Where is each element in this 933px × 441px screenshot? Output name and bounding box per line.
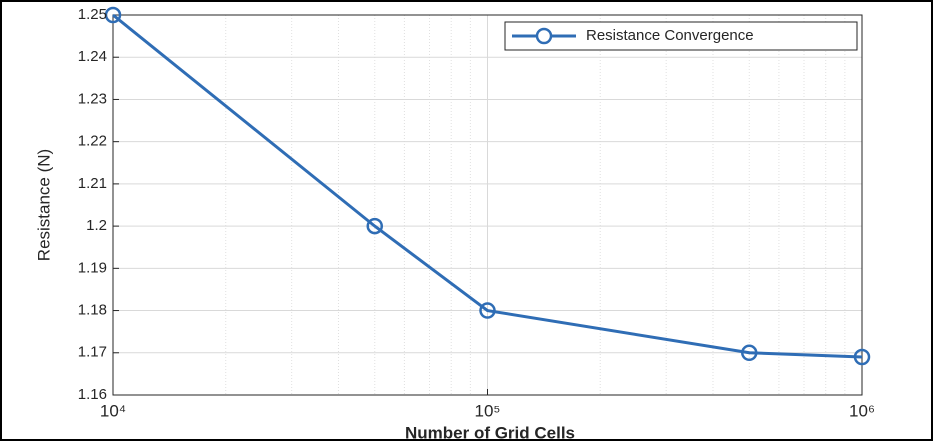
y-tick-label: 1.2 — [86, 217, 107, 234]
y-axis-label: Resistance (N) — [34, 149, 53, 261]
plot-area — [112, 14, 863, 396]
y-tick-label: 1.19 — [78, 259, 107, 276]
legend-label: Resistance Convergence — [586, 27, 754, 44]
legend-marker — [535, 27, 553, 45]
y-tick-label: 1.17 — [78, 344, 107, 361]
x-axis-label: Number of Grid Cells — [405, 423, 575, 441]
data-point — [366, 217, 384, 235]
x-tick-label: 10⁴ — [100, 401, 126, 420]
data-line — [112, 13, 863, 359]
x-tick-label: 10⁵ — [475, 401, 501, 420]
data-point — [479, 302, 496, 319]
x-tick-label: 10⁶ — [849, 401, 875, 420]
data-point — [104, 6, 122, 24]
y-tick-label: 1.21 — [78, 175, 107, 192]
data-point — [741, 344, 758, 362]
y-tick-label: 1.25 — [78, 6, 107, 23]
y-tick-label: 1.24 — [78, 48, 107, 65]
y-tick-label: 1.23 — [78, 90, 107, 107]
y-tick-label: 1.22 — [78, 133, 107, 150]
y-tick-label: 1.18 — [78, 302, 107, 319]
y-tick-label: 1.16 — [78, 386, 107, 403]
data-point — [853, 348, 871, 366]
